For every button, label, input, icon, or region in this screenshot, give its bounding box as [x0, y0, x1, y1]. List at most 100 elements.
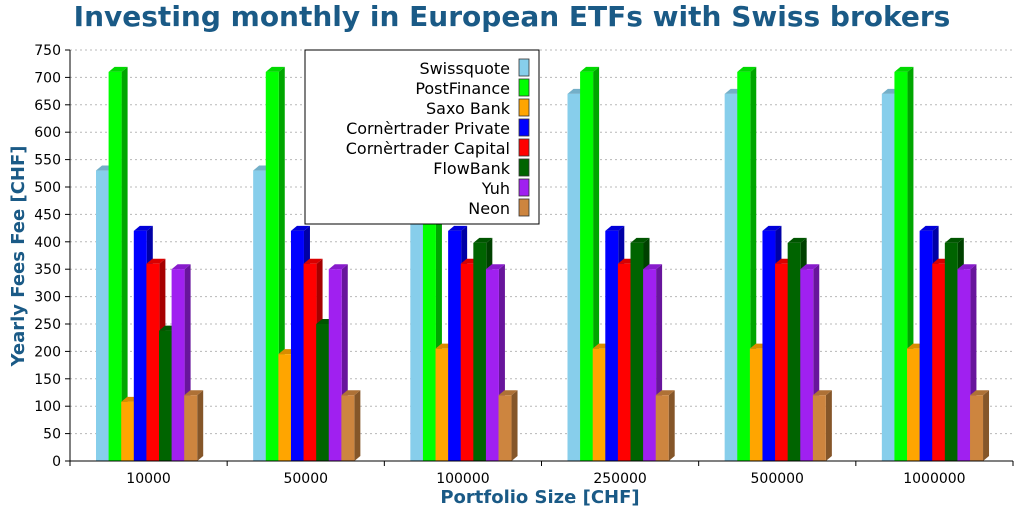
bar-side	[825, 390, 832, 461]
bar-postfinance-10000	[108, 66, 128, 462]
bar-front	[749, 348, 763, 461]
bar-front	[592, 348, 606, 461]
bar-top	[957, 264, 977, 270]
bar-front	[133, 230, 147, 461]
y-tick-label: 550	[34, 153, 61, 169]
bar-front	[617, 263, 631, 461]
legend-swatch	[518, 158, 530, 177]
bar-top	[108, 66, 128, 72]
bar-front	[485, 269, 499, 461]
bar-front	[316, 324, 330, 461]
legend-swatch	[518, 58, 530, 77]
bar-front	[580, 71, 594, 462]
legend-label: Swissquote	[419, 59, 510, 78]
y-tick-label: 150	[34, 372, 61, 388]
x-tick-label: 500000	[751, 471, 804, 487]
bar-neon-500000	[812, 390, 832, 461]
bar-front	[96, 170, 109, 461]
bar-top	[762, 225, 782, 231]
bar-front	[737, 71, 751, 462]
bar-front	[171, 269, 185, 461]
bar-top	[970, 390, 990, 396]
bar-front	[146, 263, 160, 461]
legend-swatch	[518, 198, 530, 217]
bar-front	[265, 71, 279, 462]
bar-side	[668, 390, 675, 461]
y-tick-label: 750	[34, 43, 61, 59]
bar-top	[605, 225, 625, 231]
bar-neon-250000	[655, 390, 675, 461]
bar-top	[448, 225, 468, 231]
y-tick-label: 450	[34, 207, 61, 223]
bar-top	[290, 225, 310, 231]
x-tick-label: 1000000	[903, 471, 965, 487]
bar-front	[184, 395, 198, 461]
bar-front	[944, 242, 958, 461]
x-tick-label: 100000	[436, 471, 489, 487]
bar-top	[919, 225, 939, 231]
y-tick-label: 350	[34, 262, 61, 278]
y-tick-label: 700	[34, 70, 61, 86]
bar-top	[485, 264, 505, 270]
bar-top	[643, 264, 663, 270]
bar-neon-50000	[341, 390, 361, 461]
bar-front	[303, 263, 317, 461]
axes: 0 50 100 150 200 250 300 350 400 450 500 550 600 650 7…	[34, 43, 1014, 487]
bar-top	[737, 66, 757, 72]
legend-swatch	[518, 78, 530, 97]
bar-neon-10000	[184, 390, 204, 461]
bar-front	[812, 395, 826, 461]
bar-top	[303, 258, 323, 264]
bar-side	[511, 390, 518, 461]
legend-label: PostFinance	[415, 79, 510, 98]
bar-front	[655, 395, 669, 461]
bar-front	[605, 230, 619, 461]
legend-label: FlowBank	[433, 159, 510, 178]
legend-label: Yuh	[481, 179, 510, 198]
bar-front	[473, 242, 487, 461]
bar-front	[919, 230, 933, 461]
y-tick-label: 400	[34, 235, 61, 251]
bar-top	[800, 264, 820, 270]
bars	[96, 66, 990, 462]
bar-front	[341, 395, 355, 461]
y-tick-label: 100	[34, 399, 61, 415]
bar-front	[448, 230, 462, 461]
bar-front	[435, 348, 449, 461]
legend-swatch	[518, 98, 530, 117]
bar-top	[146, 258, 166, 264]
bar-front	[278, 354, 292, 461]
legend-swatch	[518, 178, 530, 197]
bar-top	[473, 237, 493, 243]
bar-neon-1000000	[970, 390, 990, 461]
x-tick-label: 10000	[126, 471, 171, 487]
bar-front	[108, 71, 122, 462]
x-tick-label: 50000	[283, 471, 328, 487]
bar-front	[762, 230, 776, 461]
legend-box	[304, 49, 540, 225]
bar-top	[787, 237, 807, 243]
y-tick-label: 500	[34, 180, 61, 196]
bar-top	[171, 264, 191, 270]
bar-top	[944, 237, 964, 243]
bar-front	[643, 269, 657, 461]
y-tick-label: 600	[34, 125, 61, 141]
bar-side	[983, 390, 990, 461]
bar-top	[812, 390, 832, 396]
bar-front	[894, 71, 908, 462]
y-tick-label: 0	[52, 454, 61, 470]
bar-front	[932, 263, 946, 461]
bar-front	[724, 93, 738, 461]
bar-front	[800, 269, 814, 461]
bar-side	[197, 390, 204, 461]
y-tick-label: 650	[34, 98, 61, 114]
bar-side	[121, 66, 128, 462]
bar-front	[567, 93, 581, 461]
y-axis-title: Yearly Fees Fee [CHF]	[8, 145, 29, 367]
bar-top	[580, 66, 600, 72]
y-tick-label: 200	[34, 344, 61, 360]
bar-front	[121, 401, 135, 461]
grid-lines	[70, 49, 1013, 435]
x-axis-title: Portfolio Size [CHF]	[440, 487, 639, 508]
bar-front	[630, 242, 644, 461]
